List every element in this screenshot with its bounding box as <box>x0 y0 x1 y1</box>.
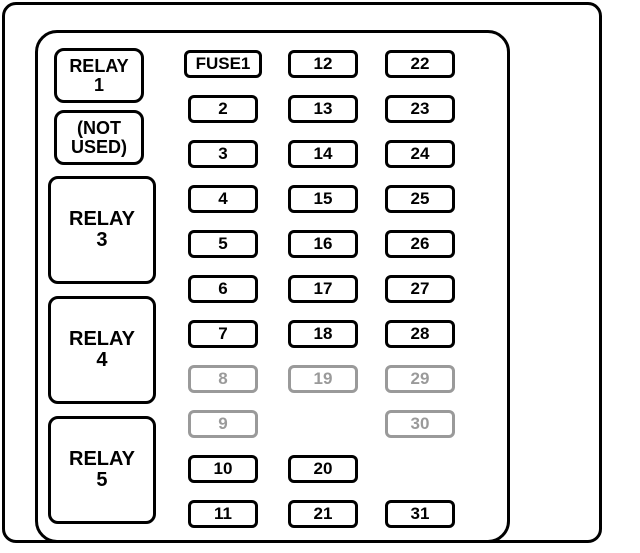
fuse-24: 24 <box>385 140 455 168</box>
fuse-16: 16 <box>288 230 358 258</box>
relay-not-used: (NOT USED) <box>54 110 144 165</box>
fuse-13: 13 <box>288 95 358 123</box>
fuse-29: 29 <box>385 365 455 393</box>
fuse-21: 21 <box>288 500 358 528</box>
relay-1: RELAY 1 <box>54 48 144 103</box>
fuse-10: 10 <box>188 455 258 483</box>
fuse-31: 31 <box>385 500 455 528</box>
fuse-18: 18 <box>288 320 358 348</box>
fuse-7: 7 <box>188 320 258 348</box>
fuse-5: 5 <box>188 230 258 258</box>
fuse-11: 11 <box>188 500 258 528</box>
relay-4: RELAY 4 <box>48 296 156 404</box>
fuse-15: 15 <box>288 185 358 213</box>
fuse-2: 2 <box>188 95 258 123</box>
fuse-20: 20 <box>288 455 358 483</box>
fuse-17: 17 <box>288 275 358 303</box>
fuse-19: 19 <box>288 365 358 393</box>
fuse-23: 23 <box>385 95 455 123</box>
fuse-30: 30 <box>385 410 455 438</box>
fuse-28: 28 <box>385 320 455 348</box>
relay-3: RELAY 3 <box>48 176 156 284</box>
fuse-6: 6 <box>188 275 258 303</box>
relay-5: RELAY 5 <box>48 416 156 524</box>
fuse-4: 4 <box>188 185 258 213</box>
fuse-22: 22 <box>385 50 455 78</box>
fuse-8: 8 <box>188 365 258 393</box>
fuse-9: 9 <box>188 410 258 438</box>
fuse-27: 27 <box>385 275 455 303</box>
fuse-26: 26 <box>385 230 455 258</box>
fuse-3: 3 <box>188 140 258 168</box>
fuse-12: 12 <box>288 50 358 78</box>
fuse-14: 14 <box>288 140 358 168</box>
fuse-25: 25 <box>385 185 455 213</box>
fuse-fuse1: FUSE1 <box>184 50 262 78</box>
fuse-box-diagram: RELAY 1 (NOT USED) RELAY 3 RELAY 4 RELAY 5 F… <box>0 0 640 553</box>
